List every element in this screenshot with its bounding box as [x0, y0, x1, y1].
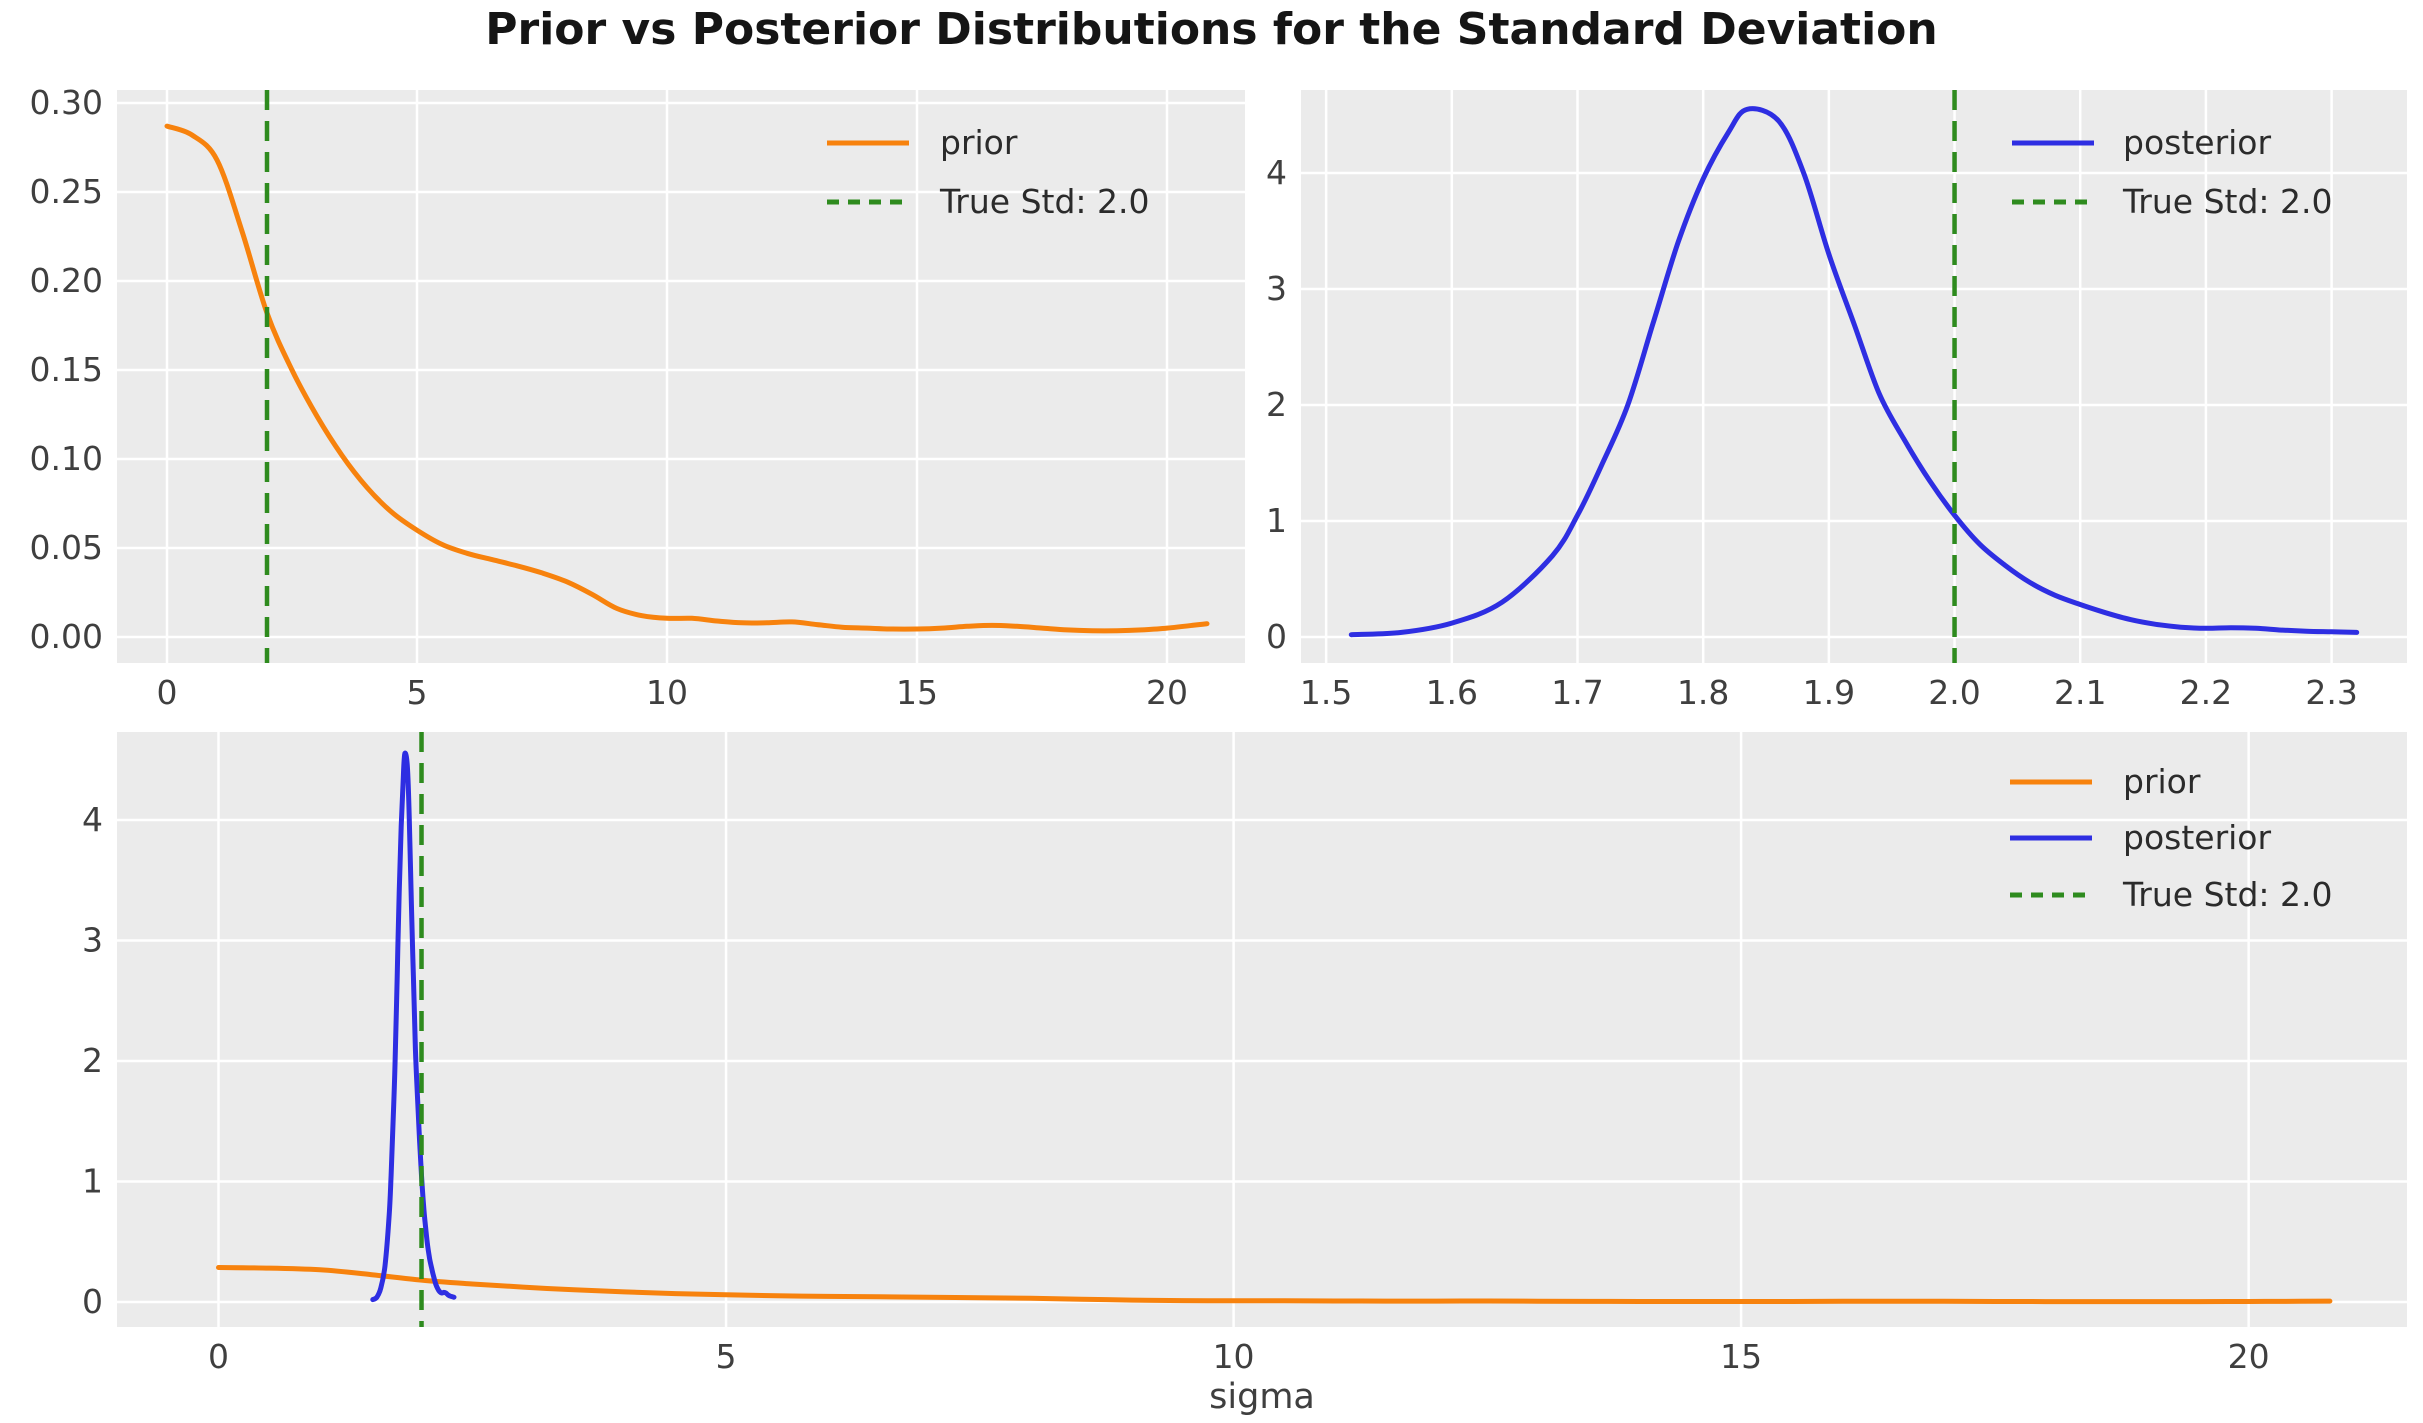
- y-tick-label: 4: [1266, 153, 1287, 192]
- y-tick-label: 0.25: [30, 172, 103, 211]
- y-tick-label: 1: [1266, 501, 1287, 540]
- y-tick-label: 0.20: [30, 261, 103, 300]
- figure-title: Prior vs Posterior Distributions for the…: [485, 4, 1938, 55]
- y-tick-label: 2: [1266, 385, 1287, 424]
- y-tick-label: 4: [82, 800, 103, 839]
- axes-background: [1301, 90, 2407, 663]
- y-tick-label: 3: [82, 920, 103, 959]
- x-tick-label: 2.1: [2054, 673, 2106, 712]
- y-tick-label: 0: [1266, 617, 1287, 656]
- y-tick-label: 0.10: [30, 439, 103, 478]
- legend-label: prior: [940, 123, 1018, 162]
- x-tick-label: 10: [1213, 1337, 1255, 1376]
- y-tick-label: 3: [1266, 269, 1287, 308]
- prior-curve: [216, 1265, 2333, 1305]
- x-tick-label: 15: [1720, 1337, 1762, 1376]
- x-tick-label: 1.9: [1803, 673, 1855, 712]
- y-tick-label: 0.05: [30, 528, 103, 567]
- prior-curve: [164, 123, 1210, 634]
- x-tick-label: 0: [157, 673, 178, 712]
- x-tick-label: 1.6: [1426, 673, 1478, 712]
- y-tick-label: 0.30: [30, 83, 103, 122]
- y-tick-label: 0.15: [30, 350, 103, 389]
- subplot-prior-panel: 0 5 10 15 20 0.00 0.05 0.10 0.15 0.20 0.25 0.30 prio…: [30, 83, 1245, 712]
- x-tick-label: 15: [896, 673, 938, 712]
- x-tick-label: 20: [2228, 1337, 2270, 1376]
- axes-background: [117, 90, 1245, 663]
- legend-label: True Std: 2.0: [2122, 875, 2333, 914]
- legend: prior posterior True Std: 2.0: [2010, 762, 2333, 914]
- posterior-curve: [370, 750, 457, 1303]
- x-tick-label: 1.7: [1551, 673, 1603, 712]
- y-tick-label: 0: [82, 1282, 103, 1321]
- y-tick-label: 0.00: [30, 617, 103, 656]
- x-tick-label: 20: [1146, 673, 1188, 712]
- subplot-combined-panel: 0 5 10 15 20 0 1 2 3 4 sigma prior posterior True Std…: [82, 732, 2407, 1417]
- x-tick-label: 1.5: [1300, 673, 1352, 712]
- legend-label: posterior: [2123, 818, 2271, 857]
- x-tick-label: 5: [716, 1337, 737, 1376]
- legend: prior True Std: 2.0: [827, 123, 1150, 221]
- x-tick-label: 10: [646, 673, 688, 712]
- x-axis-label: sigma: [1209, 1377, 1315, 1417]
- legend-label: True Std: 2.0: [939, 182, 1150, 221]
- posterior-curve: [1348, 106, 2360, 638]
- legend: posterior True Std: 2.0: [2012, 123, 2333, 221]
- axes-background: [117, 732, 2407, 1327]
- legend-label: posterior: [2123, 123, 2271, 162]
- x-tick-label: 0: [208, 1337, 229, 1376]
- x-tick-label: 1.8: [1677, 673, 1729, 712]
- x-tick-label: 5: [407, 673, 428, 712]
- x-tick-label: 2.2: [2180, 673, 2232, 712]
- legend-label: prior: [2123, 762, 2201, 801]
- y-tick-label: 1: [82, 1162, 103, 1201]
- y-tick-label: 2: [82, 1041, 103, 1080]
- legend-label: True Std: 2.0: [2122, 182, 2333, 221]
- x-tick-label: 2.3: [2305, 673, 2357, 712]
- x-tick-label: 2.0: [1928, 673, 1980, 712]
- subplot-posterior-panel: 1.5 1.6 1.7 1.8 1.9 2.0 2.1 2.2 2.3 0 1 2 3 4 posterio…: [1266, 90, 2407, 712]
